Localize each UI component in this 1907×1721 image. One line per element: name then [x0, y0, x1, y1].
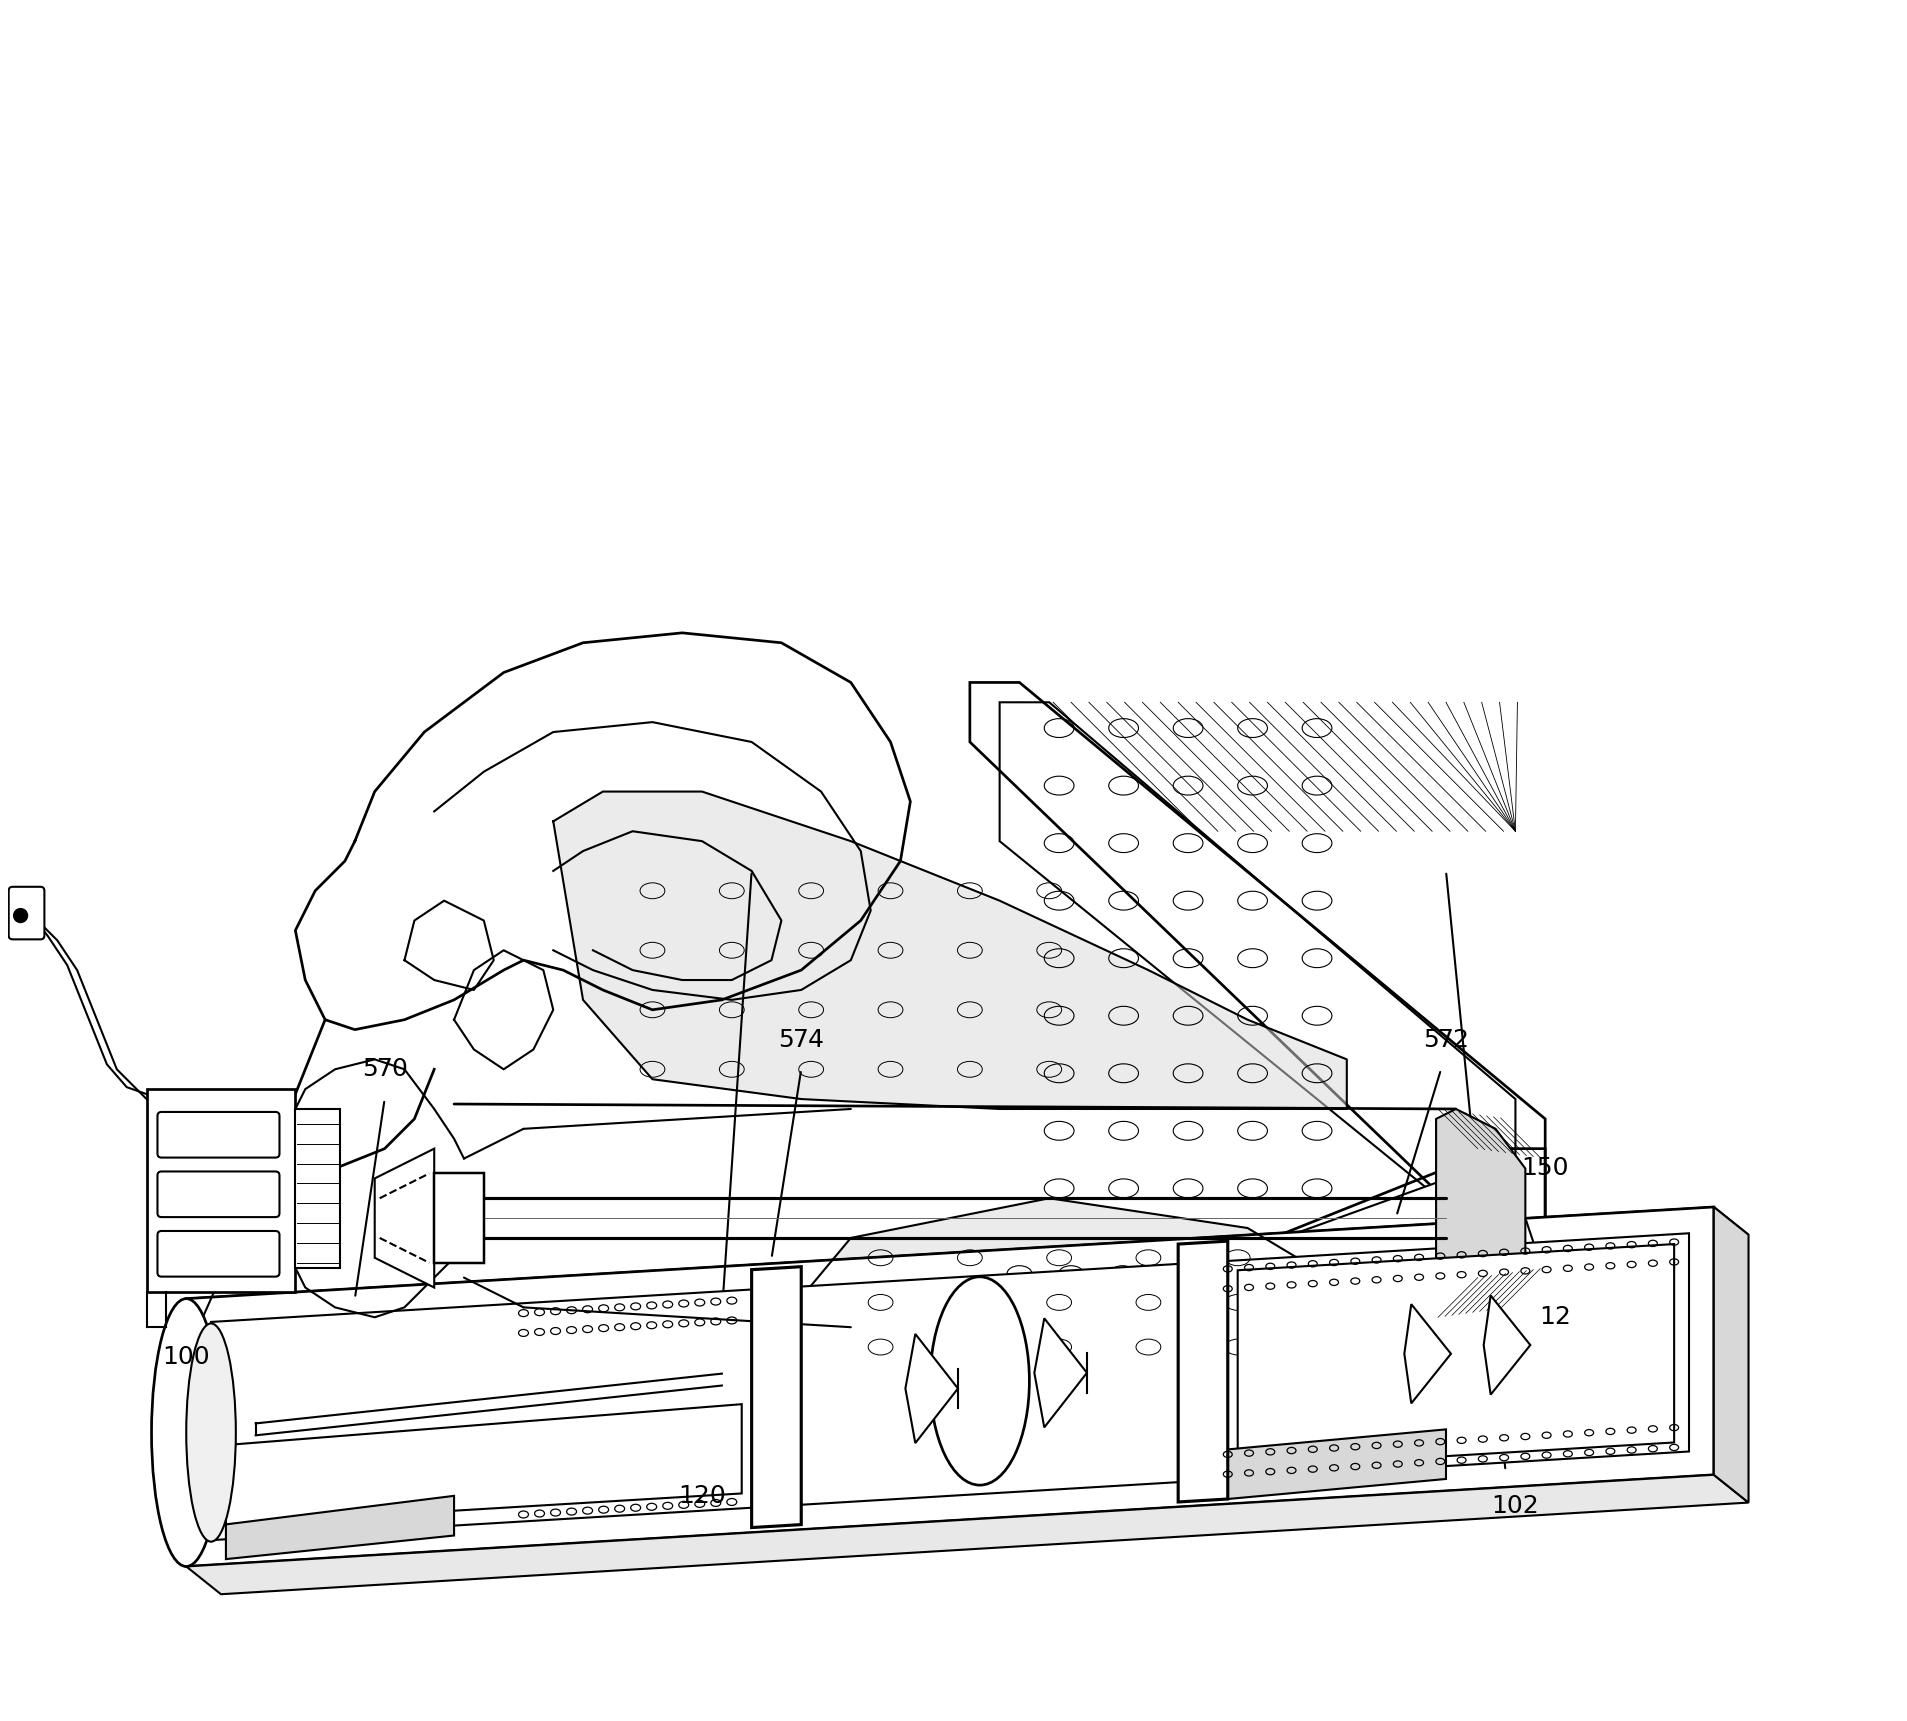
Polygon shape — [187, 1206, 1714, 1566]
Text: $\it{574}$: $\it{574}$ — [778, 1027, 824, 1052]
Text: 100: 100 — [162, 1344, 210, 1368]
Polygon shape — [980, 1169, 1516, 1406]
Text: 12: 12 — [1539, 1305, 1571, 1329]
Ellipse shape — [187, 1323, 236, 1542]
Polygon shape — [1228, 1430, 1446, 1499]
Text: 120: 120 — [679, 1484, 727, 1508]
Polygon shape — [999, 702, 1516, 1229]
Polygon shape — [1714, 1206, 1749, 1502]
Polygon shape — [906, 1334, 957, 1444]
Polygon shape — [225, 1496, 454, 1559]
Polygon shape — [751, 1267, 801, 1528]
Polygon shape — [1436, 1108, 1526, 1327]
Polygon shape — [801, 1198, 1346, 1387]
Polygon shape — [296, 1108, 339, 1268]
Polygon shape — [1404, 1305, 1451, 1403]
Circle shape — [13, 909, 27, 922]
Polygon shape — [1034, 1318, 1087, 1427]
Text: $\it{570}$: $\it{570}$ — [362, 1057, 408, 1081]
Ellipse shape — [931, 1277, 1030, 1485]
Polygon shape — [435, 1174, 484, 1263]
Text: $\it{572}$: $\it{572}$ — [1423, 1027, 1468, 1052]
Polygon shape — [212, 1234, 1690, 1540]
Text: 150: 150 — [1522, 1157, 1569, 1181]
Polygon shape — [1238, 1244, 1674, 1468]
Polygon shape — [374, 1148, 435, 1287]
FancyBboxPatch shape — [10, 886, 44, 940]
Polygon shape — [147, 1089, 296, 1292]
Text: 102: 102 — [1491, 1494, 1539, 1518]
Polygon shape — [553, 792, 1346, 1108]
Polygon shape — [187, 1206, 1749, 1327]
Polygon shape — [1179, 1241, 1228, 1502]
Polygon shape — [187, 1475, 1749, 1594]
Ellipse shape — [151, 1299, 221, 1566]
Polygon shape — [1484, 1296, 1529, 1394]
Polygon shape — [225, 1404, 742, 1525]
